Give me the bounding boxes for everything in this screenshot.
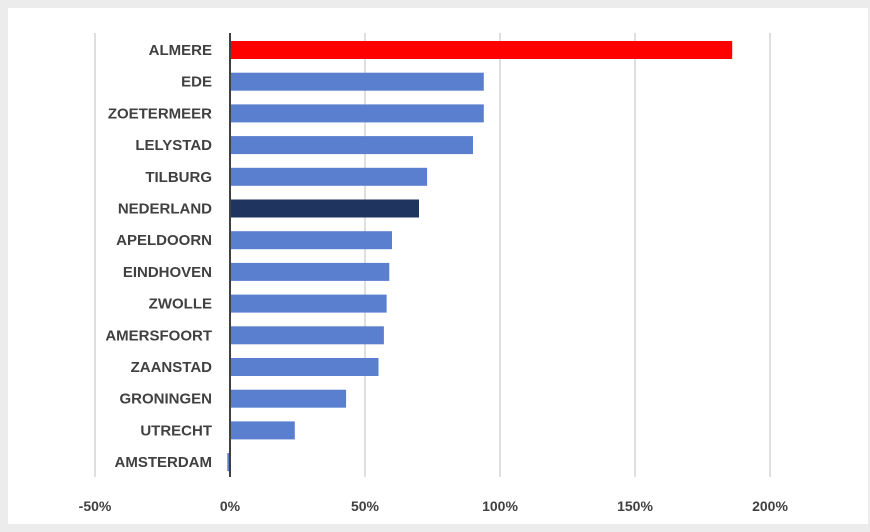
- bar-apeldoorn: [230, 231, 392, 250]
- x-tick-label: 100%: [482, 498, 518, 514]
- bar-lelystad: [230, 136, 473, 155]
- bar-ede: [230, 72, 484, 91]
- category-label: NEDERLAND: [118, 201, 212, 218]
- category-label: ALMERE: [149, 42, 212, 59]
- category-label: UTRECHT: [140, 422, 212, 439]
- x-tick-label: 200%: [752, 498, 788, 514]
- category-label: ZOETERMEER: [108, 105, 212, 122]
- category-label: AMSTERDAM: [115, 454, 213, 471]
- category-label: ZWOLLE: [149, 296, 212, 313]
- bar-almere: [230, 41, 733, 59]
- x-tick-label: 50%: [351, 498, 380, 514]
- bar-eindhoven: [230, 262, 390, 281]
- category-label: ZAANSTAD: [131, 359, 213, 376]
- category-label: EDE: [181, 74, 212, 91]
- bar-zwolle: [230, 294, 387, 313]
- bar-groningen: [230, 389, 347, 408]
- bar-amersfoort: [230, 326, 384, 345]
- bar-nederland: [230, 199, 419, 218]
- chart-panel: [8, 8, 868, 524]
- category-label: APELDOORN: [116, 232, 212, 249]
- bar-zaanstad: [230, 358, 379, 376]
- category-label: EINDHOVEN: [123, 264, 212, 281]
- bar-amsterdam: [227, 453, 230, 472]
- bar-zoetermeer: [230, 104, 484, 123]
- bar-tilburg: [230, 167, 428, 186]
- category-label: GRONINGEN: [119, 391, 212, 408]
- x-tick-label: -50%: [79, 498, 112, 514]
- x-tick-label: 150%: [617, 498, 653, 514]
- category-label: TILBURG: [145, 169, 212, 186]
- x-tick-label: 0%: [220, 498, 241, 514]
- category-label: LELYSTAD: [135, 137, 212, 154]
- bar-utrecht: [230, 421, 295, 440]
- category-label: AMERSFOORT: [105, 327, 212, 344]
